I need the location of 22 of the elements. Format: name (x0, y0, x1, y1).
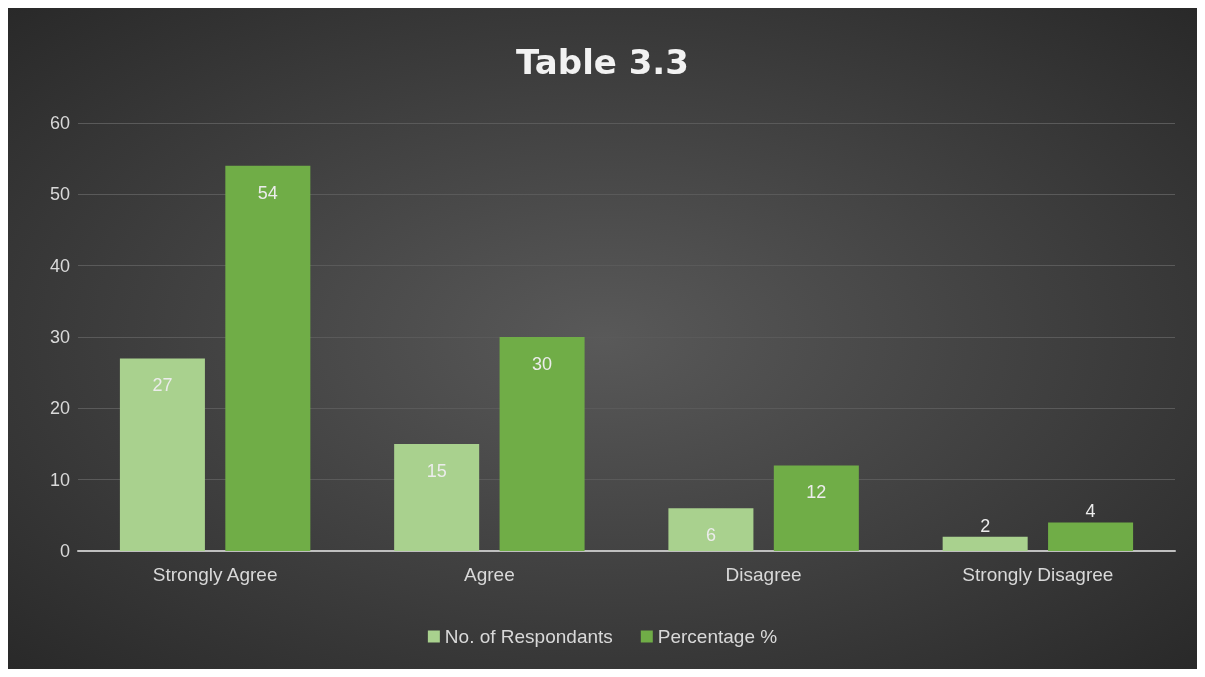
y-tick-label: 60 (49, 113, 70, 133)
data-label: 12 (806, 482, 827, 503)
data-label: 6 (705, 525, 716, 546)
y-tick-label: 30 (49, 327, 70, 347)
legend-label: Percentage % (657, 626, 778, 647)
x-tick-label: Strongly Disagree (962, 564, 1114, 585)
data-label: 4 (1085, 501, 1096, 522)
data-label: 15 (426, 461, 447, 481)
data-label: 30 (532, 354, 553, 374)
data-label: 2 (980, 515, 991, 536)
data-label: 27 (152, 375, 173, 396)
y-tick-label: 50 (49, 184, 70, 205)
y-tick-label: 40 (49, 255, 70, 276)
y-tick-label: 0 (59, 541, 70, 561)
chart-title: Table 3.3 (516, 42, 689, 82)
x-tick-label: Disagree (725, 564, 802, 585)
x-tick-label: Agree (464, 564, 515, 585)
x-tick-label: Strongly Agree (152, 564, 278, 585)
y-tick-label: 10 (49, 469, 70, 490)
data-label: 54 (257, 182, 278, 203)
legend-label: No. of Respondants (444, 626, 613, 647)
y-tick-label: 20 (49, 398, 70, 419)
